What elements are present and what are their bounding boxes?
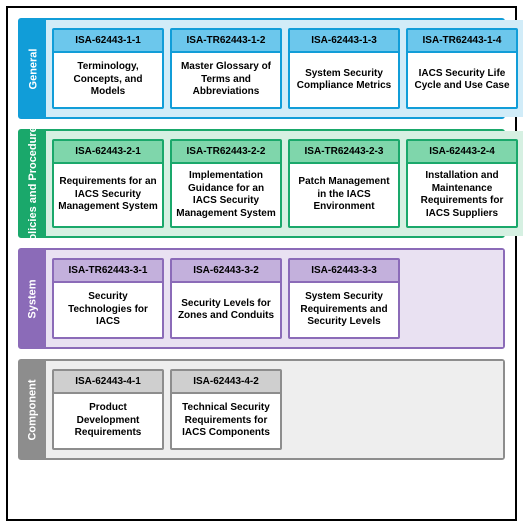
standard-code: ISA-62443-1-1 xyxy=(54,30,162,53)
standard-code: ISA-TR62443-3-1 xyxy=(54,260,162,283)
section-body-policies: ISA-62443-2-1 Requirements for an IACS S… xyxy=(46,131,523,236)
section-tab-component: Component xyxy=(20,361,46,458)
section-body-component: ISA-62443-4-1 Product Development Requir… xyxy=(46,361,503,458)
section-component: Component ISA-62443-4-1 Product Developm… xyxy=(18,359,505,460)
section-tab-system: System xyxy=(20,250,46,347)
standard-title: IACS Security Life Cycle and Use Case xyxy=(408,53,516,107)
section-body-general: ISA-62443-1-1 Terminology, Concepts, and… xyxy=(46,20,523,117)
standard-title: System Security Requirements and Securit… xyxy=(290,283,398,337)
section-system: System ISA-TR62443-3-1 Security Technolo… xyxy=(18,248,505,349)
standard-title: System Security Compliance Metrics xyxy=(290,53,398,107)
standard-card: ISA-62443-2-4 Installation and Maintenan… xyxy=(406,139,518,228)
standard-code: ISA-62443-4-2 xyxy=(172,371,280,394)
section-general: General ISA-62443-1-1 Terminology, Conce… xyxy=(18,18,505,119)
section-policies: Policies and Procedures ISA-62443-2-1 Re… xyxy=(18,129,505,238)
standard-title: Terminology, Concepts, and Models xyxy=(54,53,162,107)
standard-title: Patch Management in the IACS Environment xyxy=(290,164,398,226)
standard-card: ISA-TR62443-3-1 Security Technologies fo… xyxy=(52,258,164,339)
standard-title: Security Levels for Zones and Conduits xyxy=(172,283,280,337)
standard-code: ISA-62443-3-3 xyxy=(290,260,398,283)
standard-card: ISA-62443-1-1 Terminology, Concepts, and… xyxy=(52,28,164,109)
standard-title: Security Technologies for IACS xyxy=(54,283,162,337)
standard-code: ISA-TR62443-2-2 xyxy=(172,141,280,164)
standard-code: ISA-TR62443-2-3 xyxy=(290,141,398,164)
standard-title: Master Glossary of Terms and Abbreviatio… xyxy=(172,53,280,107)
standard-card: ISA-TR62443-2-3 Patch Management in the … xyxy=(288,139,400,228)
standard-code: ISA-62443-3-2 xyxy=(172,260,280,283)
section-label: Component xyxy=(27,379,39,440)
standard-code: ISA-62443-4-1 xyxy=(54,371,162,394)
standard-title: Installation and Maintenance Requirement… xyxy=(408,164,516,226)
section-label: General xyxy=(27,48,39,89)
standard-card: ISA-TR62443-1-2 Master Glossary of Terms… xyxy=(170,28,282,109)
standard-code: ISA-62443-1-3 xyxy=(290,30,398,53)
standard-code: ISA-62443-2-4 xyxy=(408,141,516,164)
standard-card: ISA-TR62443-2-2 Implementation Guidance … xyxy=(170,139,282,228)
section-tab-policies: Policies and Procedures xyxy=(20,131,46,236)
standard-title: Product Development Requirements xyxy=(54,394,162,448)
standard-card: ISA-62443-4-1 Product Development Requir… xyxy=(52,369,164,450)
section-body-system: ISA-TR62443-3-1 Security Technologies fo… xyxy=(46,250,503,347)
standard-title: Requirements for an IACS Security Manage… xyxy=(54,164,162,226)
section-label: System xyxy=(27,279,39,318)
standard-title: Technical Security Requirements for IACS… xyxy=(172,394,280,448)
standard-card: ISA-62443-3-2 Security Levels for Zones … xyxy=(170,258,282,339)
standard-card: ISA-62443-1-3 System Security Compliance… xyxy=(288,28,400,109)
standard-card: ISA-TR62443-1-4 IACS Security Life Cycle… xyxy=(406,28,518,109)
section-label: Policies and Procedures xyxy=(27,120,39,248)
diagram-frame: General ISA-62443-1-1 Terminology, Conce… xyxy=(6,6,517,521)
standard-code: ISA-TR62443-1-2 xyxy=(172,30,280,53)
section-tab-general: General xyxy=(20,20,46,117)
standard-card: ISA-62443-4-2 Technical Security Require… xyxy=(170,369,282,450)
standard-title: Implementation Guidance for an IACS Secu… xyxy=(172,164,280,226)
standard-card: ISA-62443-2-1 Requirements for an IACS S… xyxy=(52,139,164,228)
standard-code: ISA-TR62443-1-4 xyxy=(408,30,516,53)
standard-code: ISA-62443-2-1 xyxy=(54,141,162,164)
standard-card: ISA-62443-3-3 System Security Requiremen… xyxy=(288,258,400,339)
